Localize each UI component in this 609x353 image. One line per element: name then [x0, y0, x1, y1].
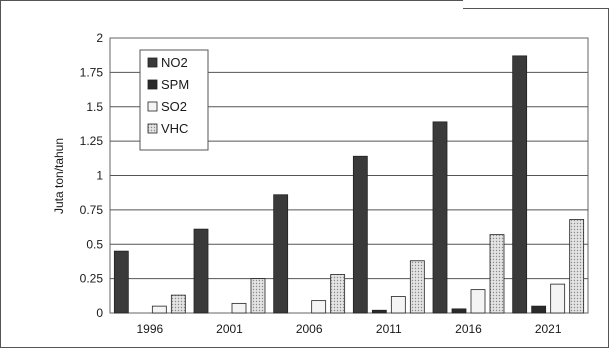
bar-no2-2011 — [352, 155, 368, 314]
y-axis-label: Juta ton/tahun — [52, 138, 66, 214]
bars — [113, 55, 585, 314]
x-tick-label: 2021 — [535, 322, 562, 336]
y-tick-label: 1.25 — [80, 134, 104, 148]
y-axis-tick-labels: 0 0.25 0.5 0.75 1 1.25 1.5 1.75 2 — [80, 31, 104, 320]
bar-vhc-2016 — [489, 234, 505, 314]
legend-swatch-so2 — [147, 101, 158, 112]
bar-vhc-2001 — [250, 278, 266, 314]
x-tick-label: 2006 — [296, 322, 323, 336]
bar-no2-2016 — [432, 121, 448, 314]
x-tick-label: 1996 — [136, 322, 163, 336]
bar-spm-2011 — [371, 309, 387, 314]
bar-spm-2016 — [451, 308, 467, 314]
y-tick-label: 1 — [96, 169, 103, 183]
bar-no2-2001 — [193, 228, 209, 314]
legend-label-spm: SPM — [161, 77, 189, 92]
legend-swatch-no2 — [147, 57, 158, 68]
y-tick-label: 2 — [96, 31, 103, 45]
bar-no2-1996 — [113, 250, 129, 314]
x-tick-label: 2016 — [455, 322, 482, 336]
bar-so2-2021 — [550, 283, 566, 314]
y-tick-label: 1.75 — [80, 65, 104, 79]
x-axis-tick-labels: 1996 2001 2006 2011 2016 2021 — [136, 322, 561, 336]
bar-no2-2006 — [273, 194, 289, 314]
y-tick-label: 1.5 — [86, 100, 103, 114]
legend-swatch-vhc — [147, 123, 158, 134]
bar-spm-2021 — [531, 305, 547, 314]
x-tick-label: 2011 — [376, 322, 402, 336]
frame-gap — [463, 0, 609, 8]
y-tick-label: 0.5 — [86, 237, 103, 251]
x-tick-label: 2001 — [216, 322, 243, 336]
bar-so2-2016 — [470, 289, 486, 314]
bar-vhc-1996 — [170, 294, 186, 314]
bar-so2-2001 — [231, 302, 247, 314]
legend-label-so2: SO2 — [161, 99, 187, 114]
y-tick-label: 0 — [96, 306, 103, 320]
y-tick-label: 0.75 — [80, 203, 104, 217]
bar-so2-2011 — [390, 296, 406, 314]
bar-so2-2006 — [311, 300, 327, 314]
y-tick-label: 0.25 — [80, 272, 104, 286]
bar-no2-2021 — [512, 55, 528, 314]
legend-swatch-spm — [147, 79, 158, 90]
bar-vhc-2021 — [569, 219, 585, 314]
bar-so2-1996 — [151, 305, 167, 314]
legend: NO2 SPM SO2 VHC — [139, 49, 209, 151]
legend-label-no2: NO2 — [161, 55, 188, 70]
bar-vhc-2011 — [409, 260, 425, 314]
bar-vhc-2006 — [330, 274, 346, 314]
legend-label-vhc: VHC — [161, 121, 188, 136]
